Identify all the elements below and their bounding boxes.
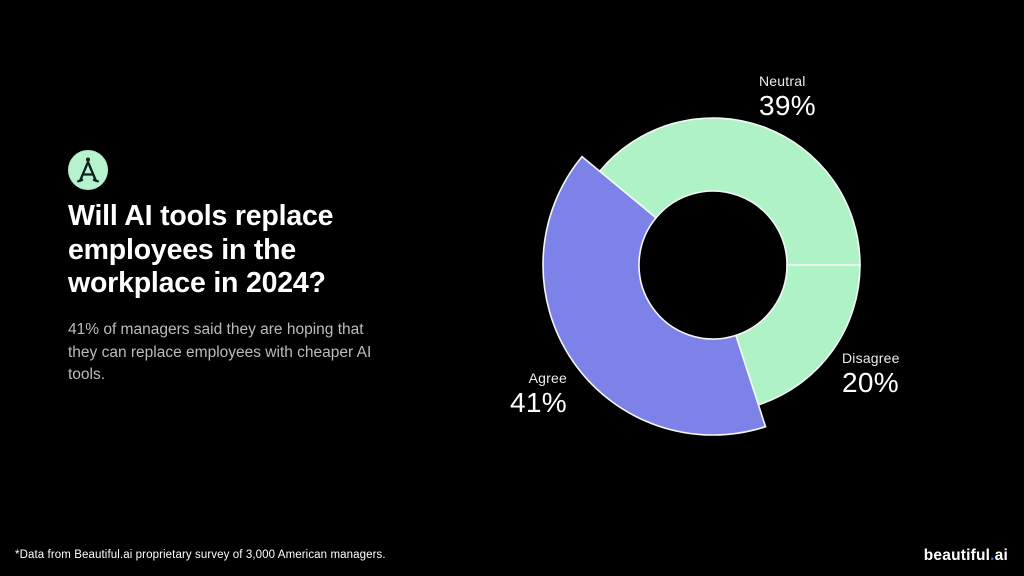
- donut-slice-disagree: [734, 264, 861, 406]
- beautiful-ai-compass-a-icon: [77, 157, 99, 183]
- brand-dot: .: [990, 547, 995, 564]
- slice-label-value: 39%: [759, 90, 816, 121]
- slide-title: Will AI tools replace employees in the w…: [68, 200, 334, 299]
- beautiful-ai-wordmark: beautiful.ai: [924, 547, 1008, 565]
- brand-text-main: beautiful: [923, 547, 991, 564]
- beautiful-ai-logo: [68, 150, 108, 190]
- slice-label-name: Disagree: [842, 350, 900, 366]
- donut-slice-neutral: [598, 117, 861, 266]
- footnote: *Data from Beautiful.ai proprietary surv…: [15, 549, 386, 561]
- slice-label-neutral: Neutral 39%: [759, 73, 816, 121]
- brand-text-suffix: ai: [994, 547, 1008, 564]
- slice-label-disagree: Disagree 20%: [842, 350, 900, 398]
- slice-label-value: 41%: [510, 387, 567, 418]
- slice-label-name: Agree: [528, 370, 567, 386]
- donut-slice-agree: [542, 155, 767, 436]
- slide-subtitle: 41% of managers said they are hoping tha…: [68, 321, 372, 383]
- slice-label-name: Neutral: [759, 73, 806, 89]
- slice-label-value: 20%: [842, 367, 899, 398]
- slice-label-agree: Agree 41%: [396, 370, 567, 418]
